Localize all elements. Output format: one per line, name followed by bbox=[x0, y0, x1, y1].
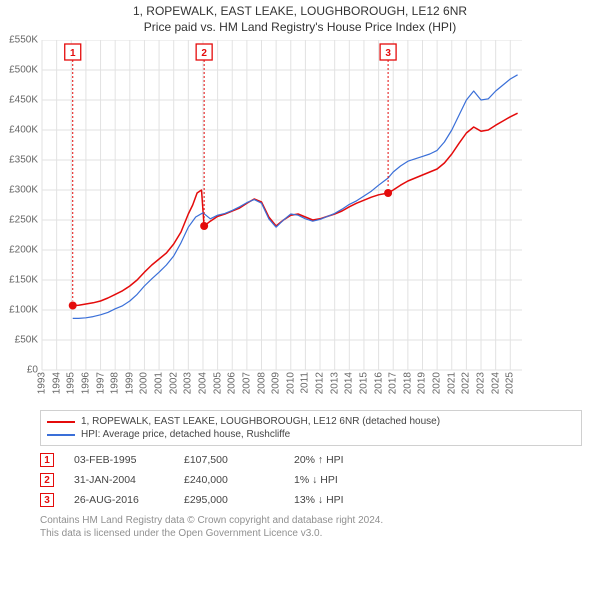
transaction-marker-box: 1 bbox=[40, 453, 54, 467]
y-axis: £0£50K£100K£150K£200K£250K£300K£350K£400… bbox=[0, 40, 40, 370]
transaction-diff: 13% ↓ HPI bbox=[294, 494, 414, 506]
y-tick-label: £300K bbox=[9, 185, 38, 196]
x-axis: 19931994 19951996 1997 19981999 2000 20012002… bbox=[0, 370, 540, 400]
legend-label-hpi: HPI: Average price, detached house, Rush… bbox=[81, 429, 290, 440]
x-tick-label: 1996 bbox=[80, 372, 91, 394]
x-tick-label: 2019 bbox=[417, 372, 428, 394]
x-tick-label: 2021 bbox=[446, 372, 457, 394]
transaction-marker-box: 3 bbox=[40, 493, 54, 507]
transaction-marker-box: 2 bbox=[40, 473, 54, 487]
y-tick-label: £50K bbox=[15, 335, 38, 346]
x-tick-label: 2006 bbox=[227, 372, 238, 394]
svg-text:2: 2 bbox=[201, 48, 207, 59]
chart-title: 1, ROPEWALK, EAST LEAKE, LOUGHBOROUGH, L… bbox=[0, 0, 600, 18]
x-tick-label: 1994 bbox=[51, 372, 62, 394]
x-tick-label: 2024 bbox=[490, 372, 501, 394]
plot-area: £0£50K£100K£150K£200K£250K£300K£350K£400… bbox=[0, 40, 600, 404]
footnote-line-2: This data is licensed under the Open Gov… bbox=[40, 527, 582, 540]
x-tick-label: 1995 bbox=[66, 372, 77, 394]
y-tick-label: £500K bbox=[9, 65, 38, 76]
y-tick-label: £450K bbox=[9, 95, 38, 106]
x-tick-label: 2018 bbox=[402, 372, 413, 394]
x-tick-label: 2002 bbox=[168, 372, 179, 394]
legend-label-property: 1, ROPEWALK, EAST LEAKE, LOUGHBOROUGH, L… bbox=[81, 416, 440, 427]
x-tick-label: 2025 bbox=[505, 372, 516, 394]
legend-item-property: 1, ROPEWALK, EAST LEAKE, LOUGHBOROUGH, L… bbox=[47, 415, 575, 428]
x-tick-label: 1997 bbox=[95, 372, 106, 394]
legend-item-hpi: HPI: Average price, detached house, Rush… bbox=[47, 428, 575, 441]
y-tick-label: £200K bbox=[9, 245, 38, 256]
x-tick-label: 1993 bbox=[37, 372, 48, 394]
x-tick-label: 2022 bbox=[461, 372, 472, 394]
line-chart-svg: 1 2 3 bbox=[0, 40, 540, 374]
y-tick-label: £100K bbox=[9, 305, 38, 316]
x-tick-label: 1999 bbox=[124, 372, 135, 394]
svg-text:3: 3 bbox=[385, 48, 391, 59]
x-tick-label: 2017 bbox=[388, 372, 399, 394]
x-tick-label: 2011 bbox=[300, 372, 311, 394]
x-tick-label: 2023 bbox=[476, 372, 487, 394]
transactions-table: 1 03-FEB-1995£107,50020% ↑ HPI 2 31-JAN-200… bbox=[40, 450, 582, 510]
x-tick-label: 2000 bbox=[139, 372, 150, 394]
x-tick-label: 2001 bbox=[154, 372, 165, 394]
transaction-row: 1 03-FEB-1995£107,50020% ↑ HPI bbox=[40, 450, 582, 470]
legend-swatch-property bbox=[47, 421, 75, 423]
y-tick-label: £400K bbox=[9, 125, 38, 136]
transaction-date: 31-JAN-2004 bbox=[74, 474, 184, 486]
y-tick-label: £350K bbox=[9, 155, 38, 166]
y-tick-label: £550K bbox=[9, 35, 38, 46]
transaction-row: 3 26-AUG-2016£295,00013% ↓ HPI bbox=[40, 490, 582, 510]
x-tick-label: 2015 bbox=[358, 372, 369, 394]
legend: 1, ROPEWALK, EAST LEAKE, LOUGHBOROUGH, L… bbox=[40, 410, 582, 446]
y-tick-label: £250K bbox=[9, 215, 38, 226]
x-tick-label: 2010 bbox=[285, 372, 296, 394]
x-tick-label: 2014 bbox=[344, 372, 355, 394]
x-tick-label: 2004 bbox=[197, 372, 208, 394]
transaction-price: £107,500 bbox=[184, 454, 294, 466]
x-tick-label: 2009 bbox=[271, 372, 282, 394]
x-tick-label: 2008 bbox=[256, 372, 267, 394]
footnote-line-1: Contains HM Land Registry data © Crown c… bbox=[40, 514, 582, 527]
svg-text:1: 1 bbox=[70, 48, 76, 59]
x-tick-label: 2020 bbox=[432, 372, 443, 394]
x-tick-label: 2012 bbox=[315, 372, 326, 394]
x-tick-label: 2013 bbox=[329, 372, 340, 394]
transaction-date: 03-FEB-1995 bbox=[74, 454, 184, 466]
transaction-price: £240,000 bbox=[184, 474, 294, 486]
x-tick-label: 2016 bbox=[373, 372, 384, 394]
chart-container: 1, ROPEWALK, EAST LEAKE, LOUGHBOROUGH, L… bbox=[0, 0, 600, 590]
x-tick-label: 1998 bbox=[110, 372, 121, 394]
y-tick-label: £150K bbox=[9, 275, 38, 286]
chart-subtitle: Price paid vs. HM Land Registry's House … bbox=[0, 18, 600, 40]
transaction-diff: 1% ↓ HPI bbox=[294, 474, 414, 486]
transaction-diff: 20% ↑ HPI bbox=[294, 454, 414, 466]
transaction-row: 2 31-JAN-2004£240,0001% ↓ HPI bbox=[40, 470, 582, 490]
legend-swatch-hpi bbox=[47, 434, 75, 436]
transaction-date: 26-AUG-2016 bbox=[74, 494, 184, 506]
x-tick-label: 2005 bbox=[212, 372, 223, 394]
transaction-price: £295,000 bbox=[184, 494, 294, 506]
x-tick-label: 2003 bbox=[183, 372, 194, 394]
footnote: Contains HM Land Registry data © Crown c… bbox=[40, 514, 582, 540]
x-tick-label: 2007 bbox=[241, 372, 252, 394]
